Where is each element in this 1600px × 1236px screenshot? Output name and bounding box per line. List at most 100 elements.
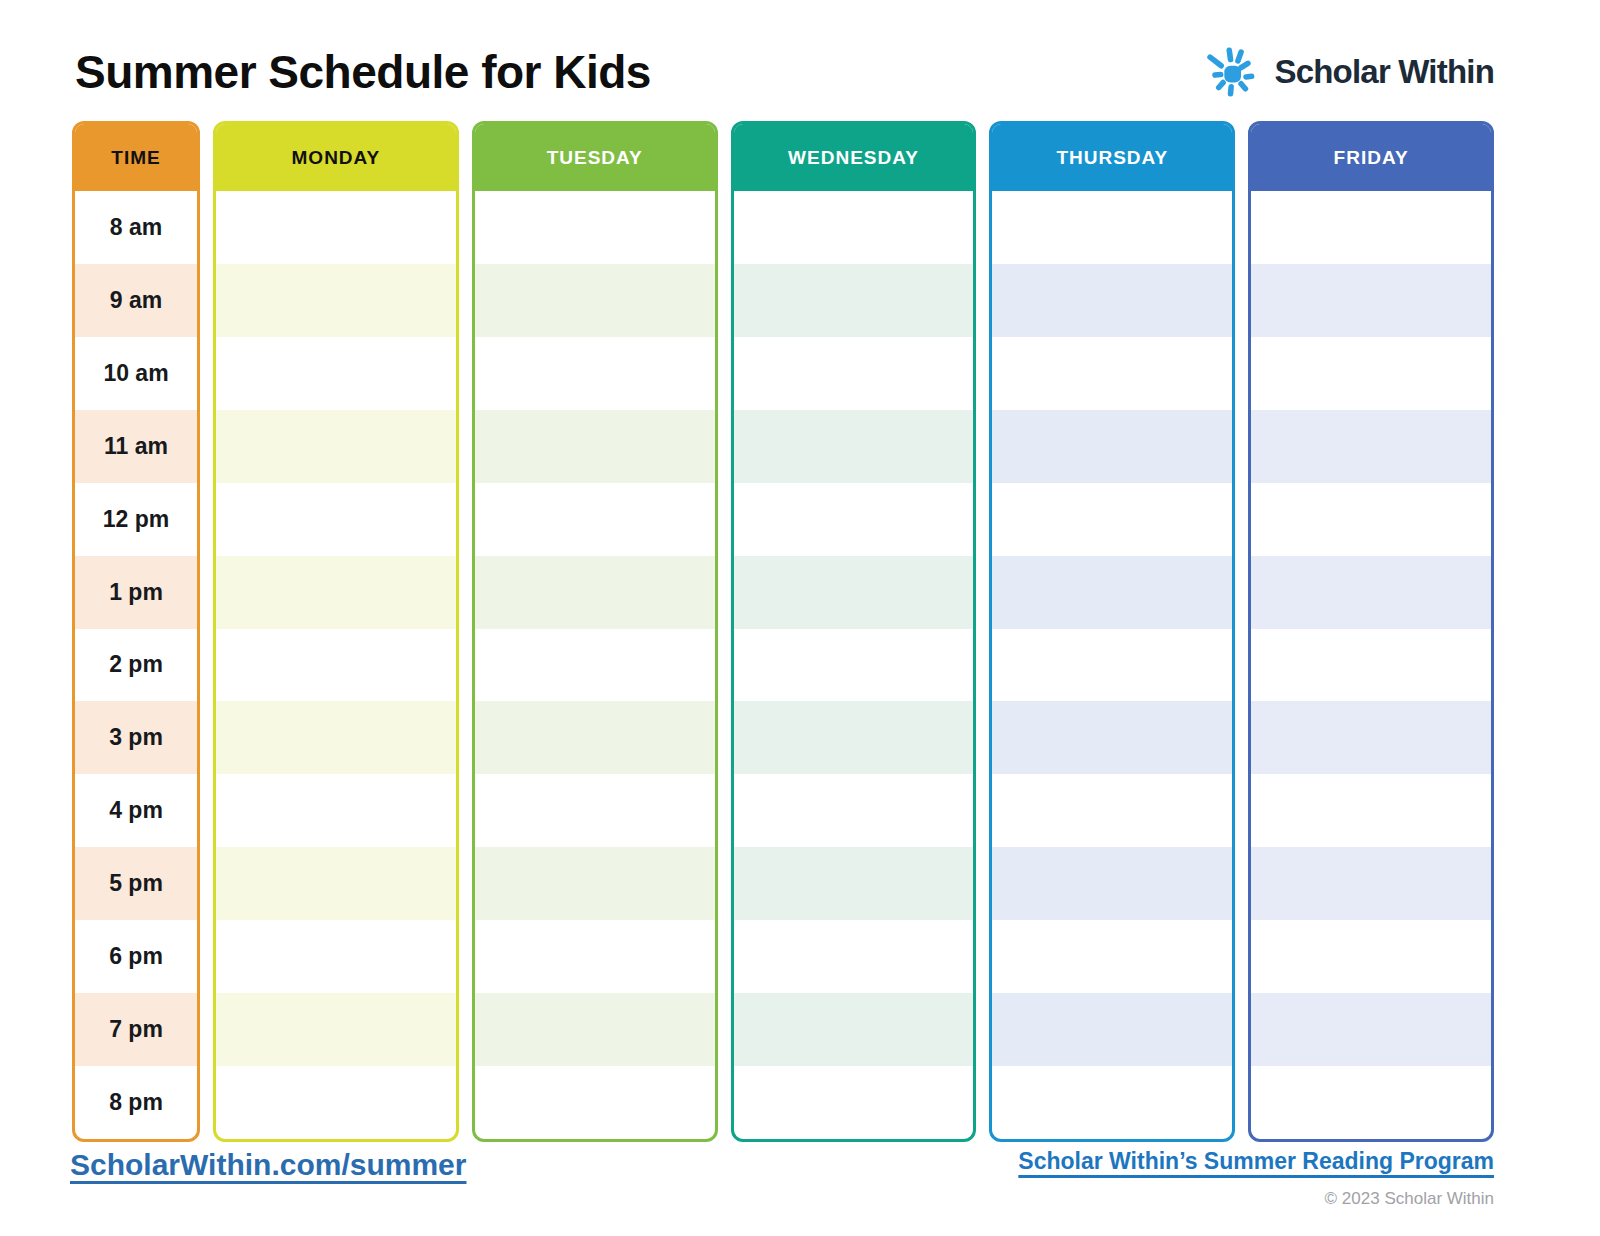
summer-reading-program-link[interactable]: Scholar Within’s Summer Reading Program — [1018, 1148, 1494, 1174]
schedule-cell-wednesday-3pm — [734, 701, 974, 774]
schedule-cell-monday-7pm — [216, 993, 456, 1066]
schedule-cell-wednesday-8pm — [734, 1066, 974, 1139]
sun-icon — [1202, 41, 1264, 103]
schedule-cell-thursday-1pm — [992, 556, 1232, 629]
schedule-cell-thursday-10am — [992, 337, 1232, 410]
schedule-cell-friday-4pm — [1251, 774, 1491, 847]
schedule-cell-friday-9am — [1251, 264, 1491, 337]
schedule-cell-tuesday-11am — [475, 410, 715, 483]
column-wednesday: WEDNESDAY — [731, 121, 977, 1142]
copyright-text: © 2023 Scholar Within — [1018, 1189, 1494, 1209]
time-label-10am: 10 am — [75, 337, 197, 410]
column-body-tuesday — [475, 191, 715, 1139]
time-label-4pm: 4 pm — [75, 774, 197, 847]
brand-logo: Scholar Within — [1202, 41, 1494, 103]
schedule-cell-wednesday-2pm — [734, 629, 974, 702]
schedule-cell-wednesday-6pm — [734, 920, 974, 993]
schedule-cell-wednesday-12pm — [734, 483, 974, 556]
schedule-cell-friday-10am — [1251, 337, 1491, 410]
schedule-cell-friday-7pm — [1251, 993, 1491, 1066]
schedule-cell-friday-5pm — [1251, 847, 1491, 920]
schedule-cell-friday-12pm — [1251, 483, 1491, 556]
schedule-cell-tuesday-7pm — [475, 993, 715, 1066]
schedule-cell-tuesday-8pm — [475, 1066, 715, 1139]
schedule-cell-friday-1pm — [1251, 556, 1491, 629]
schedule-cell-monday-1pm — [216, 556, 456, 629]
schedule-cell-wednesday-5pm — [734, 847, 974, 920]
schedule-cell-tuesday-10am — [475, 337, 715, 410]
schedule-board: TIME8 am9 am10 am11 am12 pm1 pm2 pm3 pm4… — [72, 121, 1494, 1142]
schedule-cell-thursday-8am — [992, 191, 1232, 264]
column-friday: FRIDAY — [1248, 121, 1494, 1142]
column-header-wednesday: WEDNESDAY — [734, 124, 974, 191]
schedule-cell-thursday-5pm — [992, 847, 1232, 920]
schedule-cell-monday-6pm — [216, 920, 456, 993]
time-label-9am: 9 am — [75, 264, 197, 337]
column-header-time: TIME — [75, 124, 197, 191]
column-body-thursday — [992, 191, 1232, 1139]
schedule-cell-thursday-9am — [992, 264, 1232, 337]
schedule-cell-monday-10am — [216, 337, 456, 410]
column-header-thursday: THURSDAY — [992, 124, 1232, 191]
schedule-cell-monday-9am — [216, 264, 456, 337]
column-header-friday: FRIDAY — [1251, 124, 1491, 191]
schedule-cell-tuesday-6pm — [475, 920, 715, 993]
schedule-cell-monday-2pm — [216, 629, 456, 702]
schedule-cell-thursday-2pm — [992, 629, 1232, 702]
schedule-cell-tuesday-2pm — [475, 629, 715, 702]
schedule-cell-wednesday-4pm — [734, 774, 974, 847]
schedule-cell-thursday-11am — [992, 410, 1232, 483]
column-monday: MONDAY — [213, 121, 459, 1142]
column-tuesday: TUESDAY — [472, 121, 718, 1142]
schedule-cell-thursday-12pm — [992, 483, 1232, 556]
schedule-cell-tuesday-3pm — [475, 701, 715, 774]
brand-name: Scholar Within — [1274, 53, 1494, 91]
schedule-cell-friday-2pm — [1251, 629, 1491, 702]
column-header-tuesday: TUESDAY — [475, 124, 715, 191]
schedule-cell-tuesday-12pm — [475, 483, 715, 556]
time-label-2pm: 2 pm — [75, 629, 197, 702]
schedule-cell-wednesday-9am — [734, 264, 974, 337]
time-label-11am: 11 am — [75, 410, 197, 483]
schedule-cell-friday-8am — [1251, 191, 1491, 264]
time-label-12pm: 12 pm — [75, 483, 197, 556]
time-label-3pm: 3 pm — [75, 701, 197, 774]
schedule-cell-monday-8am — [216, 191, 456, 264]
time-label-7pm: 7 pm — [75, 993, 197, 1066]
time-label-8am: 8 am — [75, 191, 197, 264]
schedule-cell-wednesday-11am — [734, 410, 974, 483]
time-label-8pm: 8 pm — [75, 1066, 197, 1139]
schedule-cell-thursday-3pm — [992, 701, 1232, 774]
schedule-cell-monday-11am — [216, 410, 456, 483]
schedule-cell-thursday-8pm — [992, 1066, 1232, 1139]
page: Summer Schedule for Kids — [0, 0, 1600, 1236]
schedule-cell-tuesday-8am — [475, 191, 715, 264]
schedule-cell-wednesday-10am — [734, 337, 974, 410]
schedule-cell-monday-3pm — [216, 701, 456, 774]
schedule-cell-wednesday-1pm — [734, 556, 974, 629]
schedule-cell-wednesday-8am — [734, 191, 974, 264]
schedule-cell-tuesday-9am — [475, 264, 715, 337]
time-label-6pm: 6 pm — [75, 920, 197, 993]
schedule-cell-thursday-4pm — [992, 774, 1232, 847]
time-label-1pm: 1 pm — [75, 556, 197, 629]
schedule-cell-tuesday-5pm — [475, 847, 715, 920]
column-body-friday — [1251, 191, 1491, 1139]
schedule-cell-friday-6pm — [1251, 920, 1491, 993]
column-thursday: THURSDAY — [989, 121, 1235, 1142]
page-title: Summer Schedule for Kids — [75, 45, 651, 99]
summer-url-link[interactable]: ScholarWithin.com/summer — [70, 1148, 466, 1182]
column-body-time: 8 am9 am10 am11 am12 pm1 pm2 pm3 pm4 pm5… — [75, 191, 197, 1139]
schedule-cell-wednesday-7pm — [734, 993, 974, 1066]
schedule-cell-monday-8pm — [216, 1066, 456, 1139]
column-time: TIME8 am9 am10 am11 am12 pm1 pm2 pm3 pm4… — [72, 121, 200, 1142]
top-bar: Summer Schedule for Kids — [75, 40, 1494, 104]
schedule-cell-friday-11am — [1251, 410, 1491, 483]
schedule-cell-friday-3pm — [1251, 701, 1491, 774]
time-label-5pm: 5 pm — [75, 847, 197, 920]
schedule-cell-tuesday-1pm — [475, 556, 715, 629]
schedule-cell-friday-8pm — [1251, 1066, 1491, 1139]
schedule-cell-monday-4pm — [216, 774, 456, 847]
schedule-cell-thursday-6pm — [992, 920, 1232, 993]
column-body-monday — [216, 191, 456, 1139]
